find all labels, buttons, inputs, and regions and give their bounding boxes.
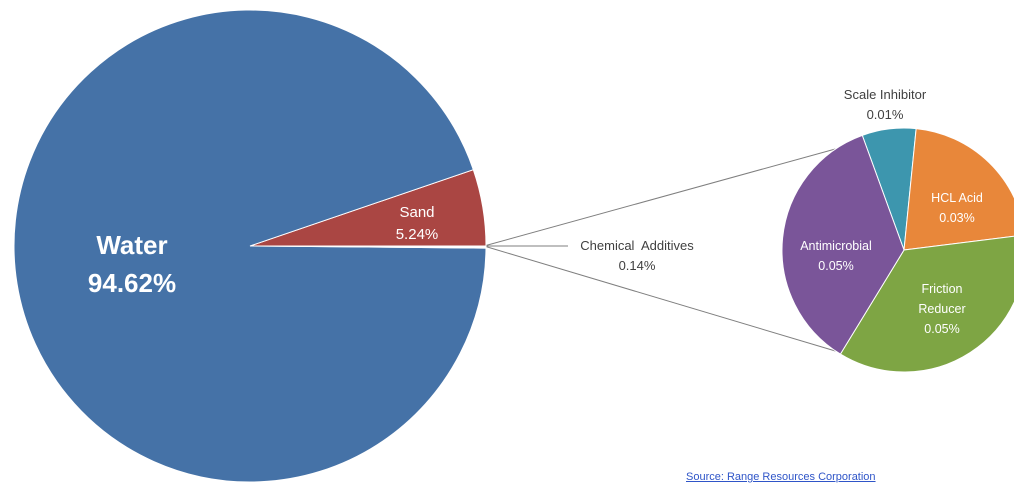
slice-hcl-acid [903,128,1014,251]
slice-chemical-additives [249,245,487,249]
label-antimicrobial-name: Antimicrobial [800,239,872,253]
sub-pie [781,127,1014,373]
label-sand-name: Sand [399,204,434,221]
label-friction-reducer-value: 0.05% [924,322,959,336]
label-antimicrobial-value: 0.05% [818,259,853,273]
label-friction-reducer-line1: Friction [922,282,963,296]
label-water-name: Water [96,230,167,260]
connector-line-lower [483,245,836,352]
slice-antimicrobial [781,134,905,355]
label-scale-inhibitor-name: Scale Inhibitor [844,87,927,102]
label-scale-inhibitor-value: 0.01% [867,107,904,122]
label-chemical-additives-value: 0.14% [619,258,656,273]
label-friction-reducer-line2: Reducer [918,302,965,316]
source-link[interactable]: Source: Range Resources Corporation [686,471,876,483]
slice-water [13,9,487,483]
label-hcl-acid-value: 0.03% [939,211,974,225]
slice-friction-reducer [839,235,1014,373]
connector-lines [483,148,836,352]
main-pie [13,9,487,483]
connector-line-upper [483,148,836,247]
label-water-value: 94.62% [88,268,176,298]
label-sand-value: 5.24% [396,226,439,243]
label-hcl-acid-name: HCL Acid [931,191,983,205]
label-chemical-additives-name: Chemical Additives [580,238,694,253]
